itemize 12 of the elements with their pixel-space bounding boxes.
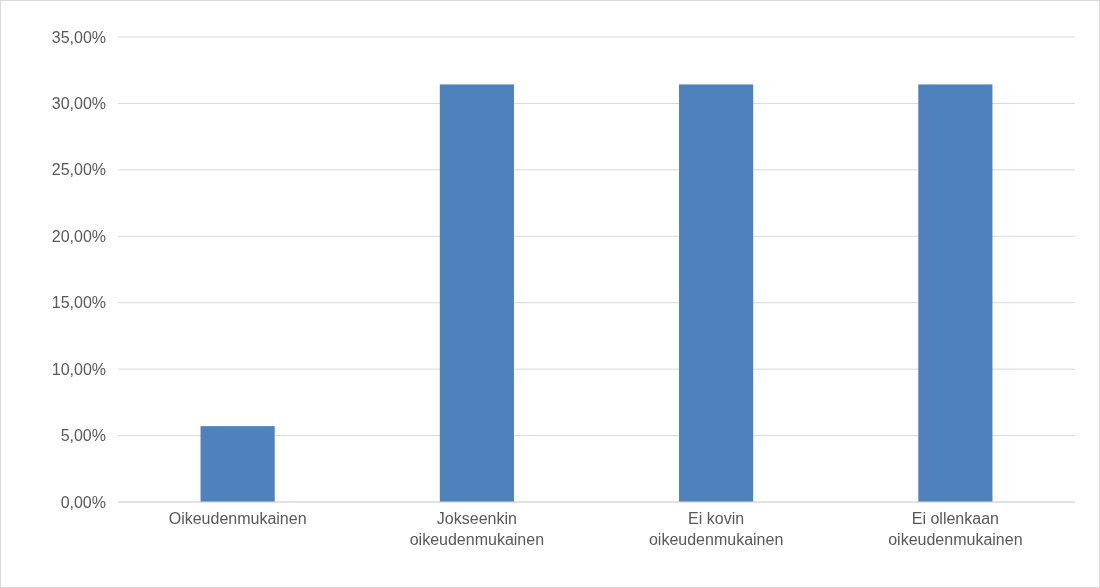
x-tick-label: Ei ollenkaan oikeudenmukainen <box>888 510 1023 548</box>
x-tick-label: Ei kovin oikeudenmukainen <box>648 510 784 548</box>
y-tick-label: 35,00% <box>51 28 106 46</box>
x-tick-label: Oikeudenmukainen <box>168 510 307 527</box>
y-tick-label: 5,00% <box>60 427 106 445</box>
y-tick-label: 25,00% <box>51 161 106 179</box>
y-tick-label: 0,00% <box>60 493 106 511</box>
y-tick-label: 30,00% <box>51 95 106 113</box>
y-tick-label: 15,00% <box>51 294 106 312</box>
y-tick-label: 10,00% <box>51 360 106 378</box>
x-tick-label: Jokseenkin oikeudenmukainen <box>409 510 545 548</box>
y-tick-label: 20,00% <box>51 227 106 245</box>
